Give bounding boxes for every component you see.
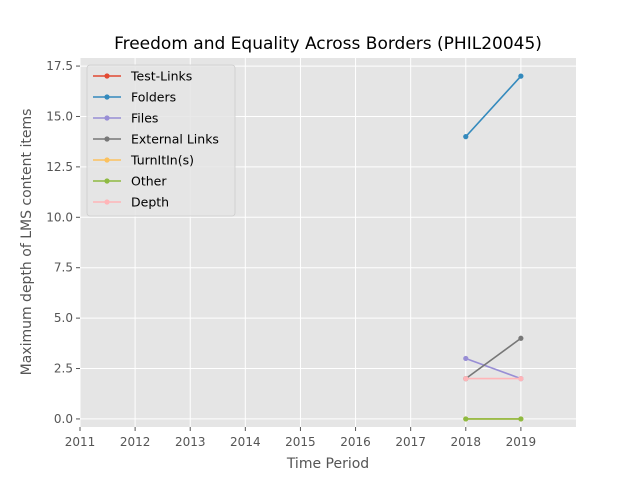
legend-label: Folders (131, 90, 176, 105)
data-point-external-links (518, 335, 524, 341)
data-point-files (463, 355, 469, 362)
x-axis-label: Time Period (286, 456, 369, 472)
series-line-external-links (465, 337, 522, 380)
legend-item: Other (93, 174, 167, 189)
legend-label: TurnItIn(s) (130, 153, 194, 168)
x-tick-label: 2012 (120, 435, 151, 449)
data-point-depth (518, 376, 524, 382)
x-axis-ticks: 2011 2012 2013 2014 2015 2016 2017 2018 2019 (65, 427, 536, 449)
legend-item: External Links (93, 132, 219, 147)
series-layer (463, 73, 524, 422)
x-tick-label: 2017 (395, 435, 426, 449)
legend-swatch-marker (104, 199, 110, 205)
series-depth (463, 376, 524, 382)
y-tick-label: 0.0 (54, 412, 73, 426)
legend-box (86, 64, 236, 217)
y-tick-label: 10.0 (46, 210, 73, 224)
legend-label: External Links (131, 132, 219, 147)
series-other (463, 416, 524, 422)
y-tick-label: 5.0 (54, 311, 73, 325)
series-line-files (465, 357, 522, 380)
x-tick-label: 2016 (340, 435, 371, 449)
y-tick-label: 7.5 (54, 261, 73, 275)
legend-swatch-marker (104, 115, 110, 121)
data-point-folders (463, 134, 469, 140)
data-point-other (463, 416, 469, 422)
y-axis-label: Maximum depth of LMS content items (19, 109, 35, 376)
legend-swatch-marker (104, 157, 110, 163)
legend-swatch-marker (104, 136, 110, 142)
data-point-folders (518, 73, 524, 79)
legend-swatch-marker (104, 73, 110, 79)
legend-item: Files (93, 111, 158, 126)
legend-swatch-marker (104, 178, 110, 184)
legend-item: Folders (93, 90, 176, 105)
series-folders (463, 73, 524, 140)
x-tick-label: 2013 (175, 435, 206, 449)
series-line-folders (465, 75, 522, 138)
legend-label: Files (131, 111, 158, 126)
x-tick-label: 2014 (230, 435, 261, 449)
y-tick-label: 15.0 (46, 109, 73, 123)
legend-label: Test-Links (130, 69, 192, 84)
x-tick-label: 2018 (451, 435, 482, 449)
legend-label: Other (131, 174, 167, 189)
legend: Test-Links Folders Files External Links Turn… (86, 64, 236, 217)
data-point-other (518, 416, 524, 422)
data-point-depth (463, 376, 469, 382)
y-tick-label: 12.5 (46, 160, 73, 174)
legend-swatch-marker (104, 94, 110, 100)
x-tick-label: 2011 (65, 435, 96, 449)
y-tick-label: 2.5 (54, 362, 73, 376)
legend-label: Depth (131, 195, 169, 210)
x-tick-label: 2019 (506, 435, 537, 449)
x-tick-label: 2015 (285, 435, 316, 449)
legend-item: Test-Links (93, 69, 192, 84)
legend-item: Depth (93, 195, 169, 210)
chart-title: Freedom and Equality Across Borders (PHI… (114, 34, 542, 54)
legend-item: TurnItIn(s) (93, 153, 194, 168)
y-tick-label: 17.5 (46, 59, 73, 73)
y-axis-ticks: 0.0 2.5 5.0 7.5 10.0 12.5 15.0 17.5 (46, 59, 80, 426)
